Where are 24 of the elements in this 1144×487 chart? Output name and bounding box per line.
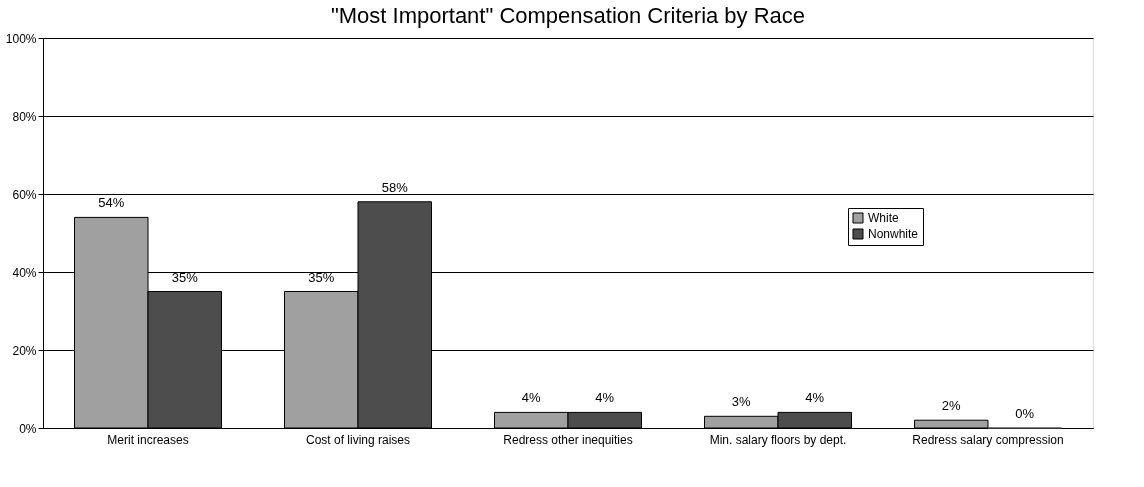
y-tick-label: 60% — [12, 187, 37, 202]
data-label: 4% — [805, 390, 825, 406]
data-label: 2% — [941, 398, 962, 414]
y-tick-label: 0% — [19, 421, 37, 436]
x-tick-label: Cost of living raises — [305, 432, 411, 447]
data-label: 58% — [381, 179, 409, 195]
y-tick-label: 100% — [5, 31, 37, 46]
data-label: 3% — [731, 394, 752, 410]
x-tick-label: Redress salary compression — [912, 432, 1064, 447]
y-tick-label: 20% — [12, 343, 37, 358]
data-label: 0% — [1015, 406, 1035, 421]
y-tick-label: 80% — [12, 109, 37, 124]
chart-title: "Most Important" Compensation Criteria by Race — [330, 3, 806, 28]
data-label: 35% — [308, 269, 335, 285]
data-label: 4% — [595, 390, 615, 406]
legend-label: White — [868, 211, 899, 225]
x-tick-label: Merit increases — [107, 432, 189, 447]
x-tick-label: Redress other inequities — [503, 432, 633, 447]
y-tick-label: 40% — [12, 265, 37, 280]
data-label: 4% — [521, 390, 542, 406]
data-label: 54% — [98, 195, 125, 211]
data-label: 35% — [171, 269, 199, 285]
legend-label: Nonwhite — [868, 227, 919, 241]
x-tick-label: Min. salary floors by dept. — [709, 432, 847, 447]
